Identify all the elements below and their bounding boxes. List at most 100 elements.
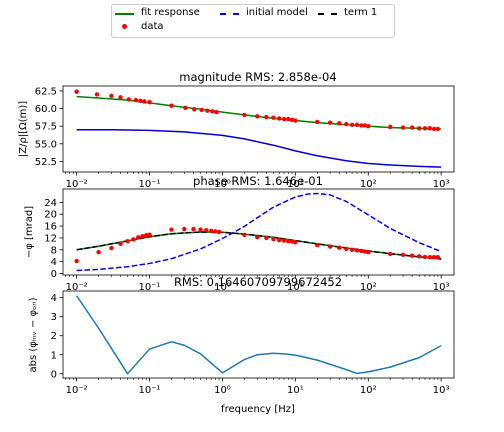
phase-data-point <box>344 246 349 252</box>
phase-data-point <box>276 237 282 243</box>
magnitude-y-tick-label: 62.5 <box>35 86 57 97</box>
phase-data-point <box>281 238 287 243</box>
residual-y-tick-label: 3 <box>51 312 57 323</box>
magnitude-data-point <box>264 114 269 120</box>
phase-data-point <box>96 249 101 255</box>
magnitude-data-point <box>427 126 433 131</box>
magnitude-data-point <box>286 116 291 122</box>
phase-data-point <box>431 255 437 260</box>
magnitude-data-point <box>366 123 371 129</box>
magnitude-data-point <box>431 126 437 132</box>
legend-label-term-1: term 1 <box>344 7 378 18</box>
phase-data-point <box>109 245 114 251</box>
magnitude-data-point <box>388 124 393 130</box>
phase-data-point <box>388 251 393 257</box>
magnitude-y-tick-label: 60.0 <box>35 104 57 115</box>
phase-x-tick-label: 10⁻² <box>66 282 88 293</box>
phase-y-tick-label: 4 <box>51 257 57 268</box>
magnitude-data-point <box>210 109 215 114</box>
phase-data-point <box>118 241 123 247</box>
residual-x-tick-label: 10⁻¹ <box>139 385 161 396</box>
magnitude-x-tick-label: 10² <box>360 179 377 190</box>
residual-x-tick-label: 10³ <box>433 385 450 396</box>
legend: fit response initial model term 1 data <box>111 4 395 38</box>
phase-x-tick-label: 10⁰ <box>214 282 231 293</box>
magnitude-data-point <box>74 89 79 94</box>
magnitude-data-point <box>255 114 260 119</box>
residual-x-tick-label: 10⁻² <box>66 385 88 396</box>
legend-label-initial-model: initial model <box>246 7 308 18</box>
phase-data-point <box>242 232 247 238</box>
magnitude-panel: magnitude RMS: 2.858e-04 |Z/ρ|[Ω(m)] 10⁻… <box>18 70 455 190</box>
magnitude-data-point <box>315 119 320 125</box>
magnitude-data-point <box>409 125 415 130</box>
phase-data-point <box>289 239 295 244</box>
phase-y-tick-label: 0 <box>51 269 57 280</box>
phase-data-point <box>349 247 355 252</box>
phase-x-tick-label: 10² <box>360 282 377 293</box>
magnitude-y-tick-label: 57.5 <box>35 122 57 133</box>
magnitude-initial-model-line <box>76 128 442 168</box>
magnitude-data-point <box>276 116 282 121</box>
magnitude-data-point <box>169 103 174 108</box>
phase-data-point <box>147 232 152 237</box>
phase-data-point <box>409 253 415 258</box>
magnitude-data-point <box>142 99 147 104</box>
legend-label-data: data <box>141 21 164 32</box>
residual-y-tick-label: 1 <box>51 350 57 361</box>
phase-axes-frame <box>62 188 455 276</box>
magnitude-ylabel: |Z/ρ|[Ω(m)] <box>18 101 29 157</box>
legend-swatch-data <box>122 24 127 29</box>
phase-y-tick-label: 12 <box>44 233 57 244</box>
phase-data-point <box>435 255 441 260</box>
phase-data-point <box>264 235 269 241</box>
phase-data-point <box>358 248 364 254</box>
phase-data-point <box>136 235 141 240</box>
residual-y-tick-label: 0 <box>51 369 57 380</box>
magnitude-data-point <box>94 92 100 97</box>
phase-data-point <box>216 229 222 235</box>
magnitude-data-point <box>214 109 219 115</box>
phase-data-point <box>198 227 203 232</box>
phase-data-point <box>422 254 428 260</box>
phase-panel: phase RMS: 1.646e-01 −φ [mrad] 10⁻² 10⁻¹ 1… <box>24 174 455 293</box>
phase-data-point <box>169 227 174 232</box>
magnitude-data-point <box>327 120 333 125</box>
residual-panel: RMS: 0.16460709799672452 abs (φᵢₙᵥ − φₒᵣ… <box>28 275 455 415</box>
magnitude-data-point <box>344 121 349 127</box>
residual-x-tick-label: 10² <box>360 385 377 396</box>
magnitude-x-tick-label: 10⁻¹ <box>139 179 161 190</box>
phase-data-point <box>362 249 368 254</box>
residual-series-0-line <box>76 295 442 375</box>
phase-data-point <box>427 255 433 260</box>
magnitude-data-point <box>183 105 188 111</box>
phase-data-point <box>327 244 333 249</box>
magnitude-data-point <box>354 122 360 127</box>
phase-data-point <box>131 237 136 242</box>
magnitude-data-point <box>126 97 132 102</box>
magnitude-data-point <box>138 98 143 104</box>
magnitude-data-point <box>349 122 355 127</box>
magnitude-x-tick-label: 10¹ <box>287 179 304 190</box>
phase-data-point <box>125 238 130 244</box>
magnitude-x-tick-label: 10⁰ <box>214 179 231 190</box>
magnitude-data-point <box>400 125 406 130</box>
residual-title: RMS: 0.16460709799672452 <box>174 275 342 289</box>
phase-data-point <box>208 228 214 234</box>
phase-data-point <box>255 234 260 240</box>
magnitude-axes-frame <box>62 85 455 173</box>
magnitude-y-tick-label: 55.0 <box>35 139 57 150</box>
magnitude-data-point <box>118 95 123 100</box>
phase-y-tick-label: 24 <box>44 198 57 209</box>
legend-label-fit-response: fit response <box>141 7 200 18</box>
phase-data-point <box>366 249 371 255</box>
phase-data-point <box>354 248 360 253</box>
magnitude-y-tick-label: 52.5 <box>35 157 57 168</box>
magnitude-data-point <box>147 100 152 105</box>
phase-data-point <box>400 252 406 258</box>
phase-ylabel: −φ [mrad] <box>24 206 35 258</box>
phase-x-tick-label: 10³ <box>433 282 450 293</box>
magnitude-data-point <box>289 117 295 123</box>
phase-data-point <box>74 258 79 264</box>
magnitude-data-point <box>422 126 428 131</box>
